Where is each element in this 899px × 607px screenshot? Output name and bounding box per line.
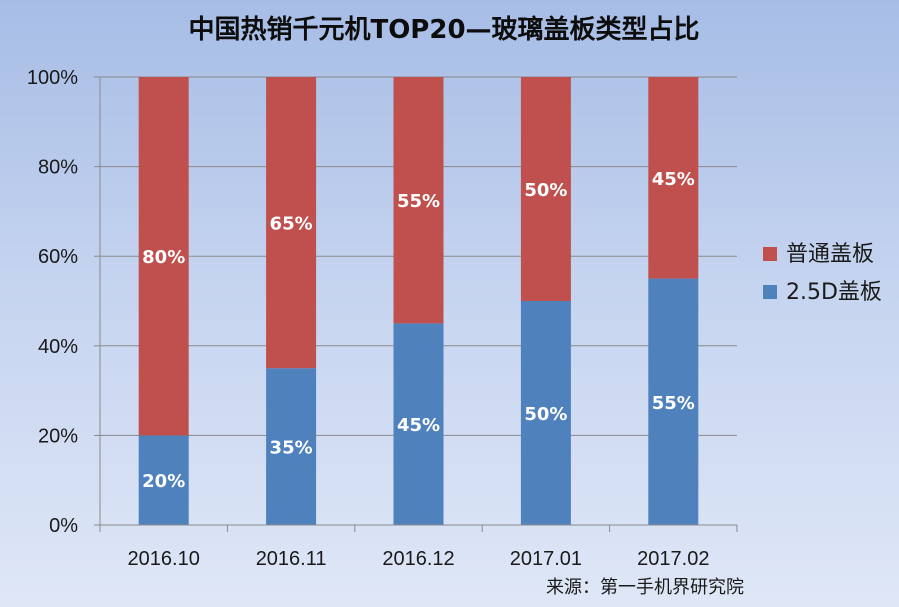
data-label: 80% [142, 247, 185, 268]
data-label: 55% [397, 191, 440, 212]
data-label: 20% [142, 471, 185, 492]
data-label: 50% [524, 180, 567, 201]
data-label: 45% [652, 169, 695, 190]
bar-segment-blue [520, 301, 571, 525]
bar-segment-red [520, 77, 571, 301]
data-label: 35% [270, 438, 313, 459]
bar-segment-red [393, 77, 444, 324]
bar-segment-red [138, 77, 189, 436]
data-label: 55% [652, 393, 695, 414]
bar-segment-blue [138, 435, 189, 525]
y-tick-label: 40% [38, 336, 78, 358]
bar-segment-red [266, 77, 317, 369]
data-label: 45% [397, 415, 440, 436]
x-tick-label: 2017.02 [637, 548, 709, 570]
bar-segment-blue [393, 323, 444, 525]
y-tick-label: 0% [49, 515, 78, 537]
bar-segment-blue [266, 368, 317, 525]
x-tick-label: 2016.10 [128, 548, 200, 570]
source-note: 来源：第一手机界研究院 [546, 577, 744, 598]
x-tick-label: 2016.12 [382, 548, 454, 570]
x-tick-label: 2017.01 [510, 548, 582, 570]
bars-layer [138, 77, 699, 525]
chart-title: 中国热销千元机TOP20—玻璃盖板类型占比 [188, 14, 699, 45]
data-label: 50% [524, 404, 567, 425]
legend-label: 2.5D盖板 [786, 280, 882, 305]
bar-segment-blue [648, 278, 699, 525]
legend-swatch [763, 285, 777, 299]
x-tick-label: 2016.11 [256, 548, 327, 570]
bar-segment-red [648, 77, 699, 279]
axis-layer: 0% 20% 40% 60% 80% 100% 2016.10 2016.11 2016.12 2… [27, 67, 738, 570]
y-tick-label: 20% [38, 425, 78, 447]
data-label: 65% [270, 214, 313, 235]
legend: 普通盖板 2.5D盖板 [763, 242, 882, 305]
legend-swatch [763, 247, 777, 261]
y-tick-label: 60% [38, 246, 78, 268]
y-tick-label: 100% [27, 67, 78, 89]
y-tick-label: 80% [38, 157, 78, 179]
labels-layer: 20% 80% 35% 65% 45% 55% 50% 50% 55% 45% [142, 169, 695, 492]
legend-label: 普通盖板 [786, 242, 874, 267]
